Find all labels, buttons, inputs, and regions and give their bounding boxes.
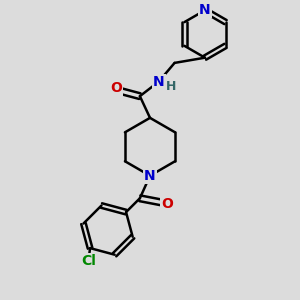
Text: Cl: Cl	[81, 254, 96, 268]
Text: O: O	[161, 197, 173, 211]
Text: N: N	[144, 169, 156, 183]
Text: O: O	[110, 81, 122, 95]
Text: H: H	[166, 80, 176, 92]
Text: N: N	[153, 75, 164, 89]
Text: N: N	[199, 3, 211, 17]
